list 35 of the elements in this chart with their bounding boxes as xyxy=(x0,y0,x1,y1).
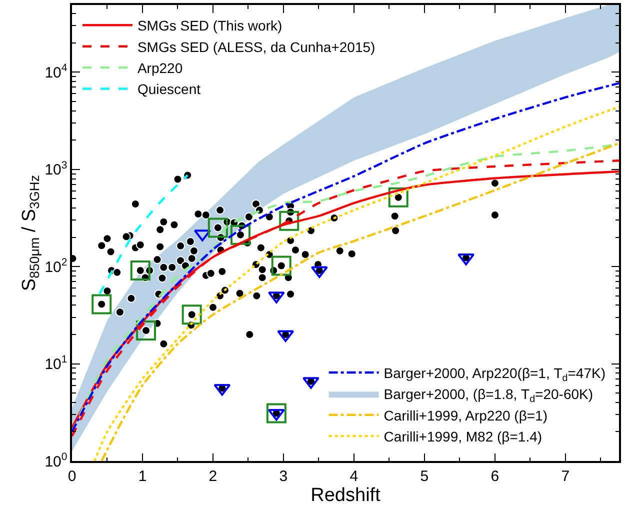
y-tick-label: 10$^{0}$ xyxy=(44,450,68,470)
legend-label: Quiescent xyxy=(137,81,201,98)
line-series xyxy=(72,82,619,433)
point xyxy=(136,320,156,340)
x-tick-label: 7 xyxy=(561,468,570,485)
point xyxy=(268,408,285,421)
legend-label: Carilli+1999, M82 (β=1.4) xyxy=(384,428,542,445)
x-tick-label: 0 xyxy=(68,468,76,485)
point xyxy=(130,260,150,281)
point xyxy=(388,187,408,208)
legend-label: Barger+2000, (β=1.8, T$_{d}$=20-60K) xyxy=(384,386,594,406)
point xyxy=(182,304,202,325)
y-tick-label: 10$^{4}$ xyxy=(44,62,68,82)
legend-label: Carilli+1999, Arp220 (β=1) xyxy=(384,407,548,424)
x-tick-label: 5 xyxy=(420,468,429,485)
point xyxy=(310,266,328,278)
point xyxy=(230,224,250,245)
point xyxy=(271,256,292,276)
x-tick-label: 6 xyxy=(490,468,500,485)
point xyxy=(92,294,112,314)
x-tick-label: 2 xyxy=(208,468,218,485)
point xyxy=(279,210,300,231)
y-tick-label: 10$^{2}$ xyxy=(44,256,68,276)
x-tick-label: 3 xyxy=(279,468,288,485)
legend-label: Arp220 xyxy=(137,60,183,76)
point xyxy=(208,218,228,238)
legend-label: Barger+2000, Arp220(β=1, T$_{d}$=47K) xyxy=(384,364,606,384)
x-tick-label: 1 xyxy=(138,468,147,485)
x-axis-title: Redshift xyxy=(310,485,382,506)
point xyxy=(277,330,294,342)
y-tick-label: 10$^{3}$ xyxy=(44,159,68,179)
legend-label: SMGs SED (ALESS, da Cunha+2015) xyxy=(137,38,376,55)
x-tick-label: 4 xyxy=(350,468,358,485)
y-tick-label: 10$^{1}$ xyxy=(44,354,68,374)
legend-label: SMGs SED (This work) xyxy=(137,18,282,34)
